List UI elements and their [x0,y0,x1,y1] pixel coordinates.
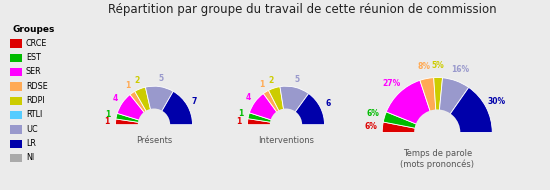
Wedge shape [249,93,286,125]
Bar [96,125,212,146]
Text: 4: 4 [113,94,118,103]
Text: 1: 1 [259,80,264,89]
Wedge shape [437,87,492,133]
Text: 6: 6 [325,99,331,108]
Wedge shape [434,78,443,133]
Wedge shape [437,78,469,133]
FancyBboxPatch shape [10,82,21,91]
Text: 6%: 6% [366,109,379,118]
Bar [228,125,344,146]
Wedge shape [383,112,437,133]
FancyBboxPatch shape [10,125,21,134]
Text: 1: 1 [238,109,243,118]
Circle shape [414,109,460,156]
Text: Présents: Présents [136,136,172,145]
Wedge shape [280,86,309,125]
Bar [355,133,520,163]
Wedge shape [286,93,324,125]
Text: RDSE: RDSE [26,82,48,91]
Text: 2: 2 [134,76,140,86]
Text: 5%: 5% [432,61,445,70]
FancyBboxPatch shape [10,68,21,77]
Wedge shape [263,90,286,125]
Text: 16%: 16% [452,65,470,74]
Text: 7: 7 [192,97,197,106]
Text: 1: 1 [236,116,242,126]
Wedge shape [116,113,154,125]
Wedge shape [130,91,154,125]
Text: 27%: 27% [382,79,400,88]
Wedge shape [154,91,192,125]
FancyBboxPatch shape [10,154,21,162]
FancyBboxPatch shape [10,54,21,62]
Text: 5: 5 [294,74,300,84]
Wedge shape [116,119,154,125]
Text: 30%: 30% [488,97,506,106]
Text: 5: 5 [158,74,163,83]
Text: 6%: 6% [364,122,377,131]
FancyBboxPatch shape [10,140,21,148]
Wedge shape [248,113,286,125]
Text: 1: 1 [125,81,130,90]
Wedge shape [386,80,437,133]
Text: 1: 1 [106,110,111,119]
Text: 1: 1 [104,117,110,126]
Text: RDPI: RDPI [26,96,45,105]
Wedge shape [382,122,437,133]
FancyBboxPatch shape [10,111,21,120]
Text: Interventions: Interventions [258,136,314,145]
Text: LR: LR [26,139,36,148]
Circle shape [138,108,170,141]
Text: 4: 4 [245,93,251,102]
Text: EST: EST [26,53,41,62]
Text: SER: SER [26,67,42,76]
Text: UC: UC [26,125,37,134]
Text: Groupes: Groupes [12,25,54,34]
Text: Temps de parole
(mots prononcés): Temps de parole (mots prononcés) [400,149,474,169]
Wedge shape [420,78,437,133]
Wedge shape [117,95,154,125]
Text: 2: 2 [269,75,274,85]
FancyBboxPatch shape [10,39,21,48]
Wedge shape [145,86,173,125]
Wedge shape [135,87,154,125]
Text: CRCE: CRCE [26,39,47,48]
Text: NI: NI [26,153,34,162]
Text: 8%: 8% [418,62,431,71]
Wedge shape [268,87,286,125]
FancyBboxPatch shape [10,97,21,105]
Text: RTLI: RTLI [26,110,42,119]
Text: Répartition par groupe du travail de cette réunion de commission: Répartition par groupe du travail de cet… [108,3,497,16]
Wedge shape [248,119,286,125]
Circle shape [270,108,302,141]
